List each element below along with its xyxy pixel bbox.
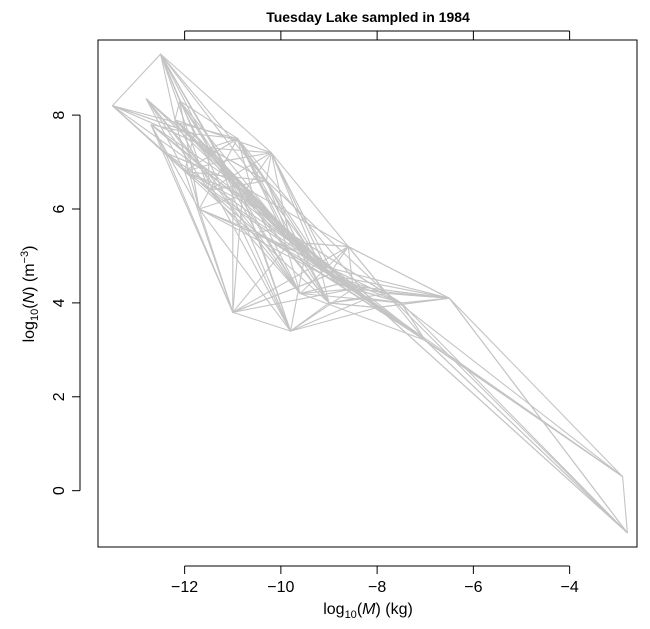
- plot-frame: [97, 39, 638, 548]
- edge-line: [242, 194, 306, 257]
- edge-line: [112, 105, 238, 140]
- edge-line: [179, 100, 291, 332]
- edge-line: [208, 180, 267, 191]
- edge-line: [194, 133, 238, 140]
- edge-line: [290, 241, 349, 248]
- edge-line: [174, 100, 181, 120]
- series-line-16: [198, 208, 628, 534]
- edge-line: [145, 98, 258, 233]
- edge-line: [265, 180, 330, 276]
- x-tick-label: −10: [267, 579, 294, 596]
- edge-line: [338, 283, 402, 304]
- edge-line: [237, 138, 258, 210]
- x-tick-label: −8: [368, 579, 386, 596]
- series-line-2: [111, 53, 402, 314]
- edge-line: [237, 138, 320, 266]
- edge-line: [280, 227, 402, 304]
- edge-line: [328, 302, 378, 309]
- edge-line: [198, 208, 291, 332]
- edge-line: [150, 124, 166, 153]
- x-axis-title: log10(M) (kg): [323, 601, 413, 621]
- edge-line: [237, 138, 330, 304]
- edge-line: [232, 288, 354, 313]
- x-tick-label: −12: [171, 579, 198, 596]
- edge-line: [265, 152, 272, 181]
- edge-line: [280, 227, 301, 294]
- y-axis-title: log10(N) (m−3): [19, 246, 41, 343]
- series-line-19: [150, 123, 450, 299]
- edge-line: [179, 100, 306, 257]
- edge-line: [270, 152, 388, 294]
- edge-line: [165, 152, 291, 243]
- edge-line: [184, 170, 320, 266]
- edge-line: [174, 119, 200, 210]
- edge-line: [193, 133, 330, 304]
- edge-line: [299, 283, 339, 295]
- edge-line: [112, 105, 185, 172]
- y-tick-label: 8: [51, 111, 68, 120]
- edge-line: [328, 274, 450, 299]
- y-axis: 0 2 4 6 8: [51, 111, 81, 495]
- y-tick-label: 2: [51, 392, 68, 401]
- edge-line: [179, 100, 200, 210]
- edge-line: [184, 170, 330, 304]
- edge-line: [208, 189, 330, 276]
- edge-line: [184, 170, 258, 210]
- edge-line: [347, 246, 354, 289]
- edge-line: [256, 232, 426, 341]
- edge-line: [179, 100, 243, 196]
- y-tick-label: 4: [51, 298, 68, 307]
- edge-line: [290, 297, 368, 332]
- chart-title: Tuesday Lake sampled in 1984: [266, 9, 470, 25]
- edge-line: [256, 232, 402, 304]
- edge-line: [299, 292, 426, 341]
- edge-line: [217, 161, 258, 233]
- x-tick-label: −6: [464, 579, 482, 596]
- edge-line: [300, 292, 402, 304]
- edge-line: [165, 152, 234, 182]
- edge-line: [164, 152, 234, 313]
- edge-line: [184, 138, 238, 172]
- edge-line: [386, 292, 450, 299]
- edge-line: [208, 147, 267, 182]
- data-lines: [111, 53, 628, 534]
- top-axis: [184, 30, 571, 40]
- series-line-3: [145, 98, 623, 477]
- series-line-4: [150, 124, 628, 534]
- edge-line: [400, 302, 426, 341]
- y-tick-label: 6: [51, 204, 68, 213]
- y-tick-label: 0: [51, 486, 68, 495]
- edge-line: [198, 208, 368, 299]
- edge-line: [266, 180, 388, 294]
- x-tick-label: −4: [561, 579, 579, 596]
- edge-line: [318, 265, 330, 304]
- edge-line: [256, 232, 301, 294]
- edge-line: [208, 147, 272, 154]
- edge-line: [232, 241, 291, 313]
- x-axis: −12 −10 −8 −6 −4: [171, 565, 579, 596]
- edge-line: [150, 124, 234, 182]
- edge-line: [217, 161, 301, 294]
- edge-line: [289, 255, 306, 332]
- series-line-18: [145, 98, 623, 478]
- edge-line: [145, 98, 219, 163]
- edge-line: [160, 53, 272, 154]
